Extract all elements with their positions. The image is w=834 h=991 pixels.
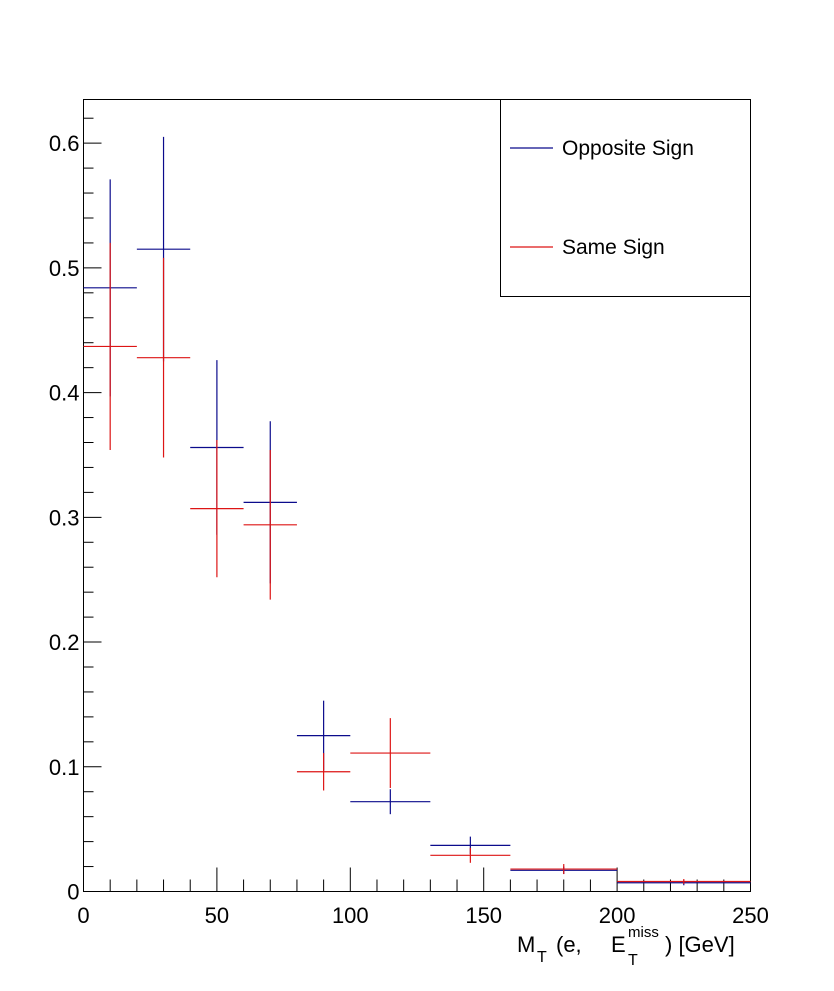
x-axis-title-e-subscript: T xyxy=(628,952,638,969)
legend-box xyxy=(500,99,751,297)
x-tick-label: 0 xyxy=(77,903,89,928)
x-axis-title-unit: ) [GeV] xyxy=(665,932,735,957)
y-tick-label: 0.3 xyxy=(49,505,80,530)
legend: Opposite Sign Same Sign xyxy=(500,99,751,297)
y-axis-ticks xyxy=(83,117,102,892)
x-tick-label: 250 xyxy=(732,903,769,928)
y-tick-label: 0 xyxy=(67,880,79,905)
x-tick-label: 150 xyxy=(465,903,502,928)
y-tick-label: 0.2 xyxy=(49,630,80,655)
y-tick-label: 0.1 xyxy=(49,755,80,780)
x-axis-title-e-superscript: miss xyxy=(628,924,659,941)
legend-label-same-sign: Same Sign xyxy=(562,236,665,259)
x-axis-title-m: M xyxy=(517,932,535,957)
y-tick-label: 0.6 xyxy=(49,131,80,156)
x-tick-label: 50 xyxy=(205,903,229,928)
series-same-sign xyxy=(83,242,751,885)
legend-label-opposite-sign: Opposite Sign xyxy=(562,137,694,160)
y-tick-label: 0.5 xyxy=(49,256,80,281)
y-tick-label: 0.4 xyxy=(49,381,80,406)
x-tick-label: 100 xyxy=(332,903,369,928)
x-axis-tick-labels: 0 50 100 150 200 250 xyxy=(77,903,768,928)
x-axis-title-paren: (e, xyxy=(556,932,582,957)
x-axis-title-e: E xyxy=(611,932,626,957)
x-tick-label: 200 xyxy=(599,903,636,928)
x-axis-title: M T (e, E T miss ) [GeV] xyxy=(517,924,735,969)
plot-frame xyxy=(83,99,751,892)
y-axis-tick-labels: 0 0.1 0.2 0.3 0.4 0.5 0.6 xyxy=(49,131,80,904)
x-axis-title-m-subscript: T xyxy=(537,949,547,966)
data-series xyxy=(83,136,751,886)
